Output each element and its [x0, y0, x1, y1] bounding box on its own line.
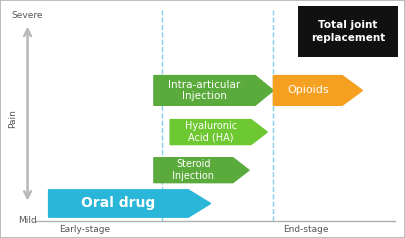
Text: End-stage: End-stage	[283, 225, 328, 234]
FancyArrow shape	[49, 190, 211, 217]
Text: Severe: Severe	[12, 11, 43, 20]
FancyArrow shape	[154, 76, 273, 105]
Text: Intra-articular
Injection: Intra-articular Injection	[168, 80, 241, 101]
FancyArrow shape	[154, 158, 249, 183]
Text: Mild: Mild	[18, 216, 37, 225]
FancyArrow shape	[273, 76, 362, 105]
Text: Oral drug: Oral drug	[81, 197, 156, 210]
Text: Hyaluronic
Acid (HA): Hyaluronic Acid (HA)	[185, 121, 237, 143]
FancyArrow shape	[170, 119, 267, 144]
Text: Steroid
Injection: Steroid Injection	[173, 159, 214, 181]
Text: Early-stage: Early-stage	[60, 225, 111, 234]
Text: Total joint
replacement: Total joint replacement	[311, 20, 385, 43]
Text: Opioids: Opioids	[287, 85, 328, 95]
FancyBboxPatch shape	[298, 6, 398, 57]
Text: Pain: Pain	[9, 109, 17, 129]
